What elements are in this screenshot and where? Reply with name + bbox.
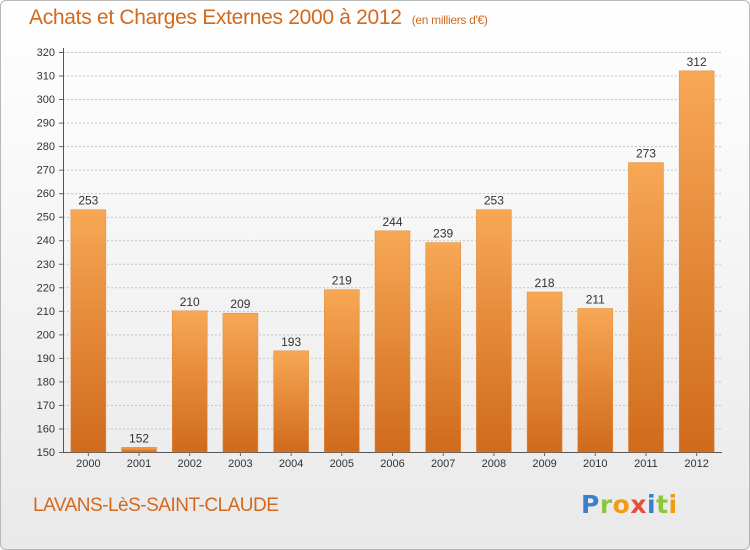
y-tick-label: 240 [37, 235, 55, 247]
x-tick-label-2001: 2001 [127, 458, 151, 470]
y-tick-label: 250 [37, 212, 55, 224]
y-tick-label: 160 [37, 423, 55, 435]
bar-2008 [476, 209, 512, 453]
logo-letter: r [599, 490, 613, 519]
x-tick-label-2006: 2006 [380, 458, 404, 470]
x-tick-label-2011: 2011 [634, 458, 658, 470]
x-tick-label-2000: 2000 [76, 458, 100, 470]
bar-2005 [324, 289, 360, 453]
logo-letter: P [581, 490, 600, 519]
value-label-2010: 211 [586, 292, 605, 306]
logo-letter: x [630, 490, 647, 519]
y-tick-label: 260 [37, 188, 55, 200]
proxiti-logo[interactable]: Proxiti [581, 490, 678, 519]
y-tick-label: 190 [37, 353, 55, 365]
bar-2006 [374, 230, 411, 453]
value-label-2008: 253 [484, 194, 504, 208]
y-tick-label: 210 [37, 306, 55, 318]
chart-title-text: Achats et Charges Externes 2000 à 2012 [29, 6, 402, 29]
y-tick-label: 300 [37, 94, 55, 106]
value-label-2011: 273 [636, 147, 656, 161]
y-tick-label: 220 [37, 282, 55, 294]
logo-letter: o [612, 490, 631, 519]
value-label-2007: 239 [433, 227, 453, 241]
y-tick-label: 150 [37, 447, 55, 459]
value-labels: 253 152 210 209 193 219 244 239 253 218 211 273 312 [78, 55, 707, 445]
bars [70, 70, 715, 453]
bar-2009 [526, 291, 563, 453]
bar-2001 [121, 447, 157, 453]
x-tick-label-2012: 2012 [684, 458, 708, 470]
bar-2000 [70, 209, 107, 453]
chart-unit: (en milliers d'€) [411, 13, 488, 27]
value-label-2012: 312 [687, 55, 707, 69]
commune-name: LAVANS-LèS-SAINT-CLAUDE [33, 495, 279, 516]
logo-letter: i [647, 490, 657, 519]
axes [59, 48, 722, 456]
x-tick-label-2008: 2008 [482, 458, 506, 470]
x-tick-label-2004: 2004 [279, 458, 303, 470]
value-label-2001: 152 [129, 431, 149, 445]
value-label-2003: 209 [230, 297, 250, 311]
bar-2010 [577, 308, 614, 453]
bar-2007 [425, 242, 461, 453]
bar-2003 [222, 312, 259, 453]
value-label-2005: 219 [332, 274, 352, 288]
bar-2004 [273, 350, 309, 453]
logo-letter: i [668, 490, 678, 519]
value-label-2006: 244 [382, 215, 402, 229]
y-tick-label: 170 [37, 400, 55, 412]
y-tick-label: 180 [37, 376, 55, 388]
x-tick-label-2002: 2002 [177, 458, 201, 470]
bar-2002 [171, 310, 208, 453]
y-tick-label: 200 [37, 329, 55, 341]
y-tick-label: 280 [37, 141, 55, 153]
tick-labels: 150 160 170 180 190 200 210 220 230 240 250 260 270 2… [37, 47, 709, 470]
bar-2012 [678, 70, 715, 453]
value-label-2004: 193 [281, 335, 301, 349]
value-label-2000: 253 [78, 194, 98, 208]
logo-letter: t [656, 490, 669, 519]
value-label-2002: 210 [180, 295, 200, 309]
y-tick-label: 290 [37, 118, 55, 130]
value-label-2009: 218 [535, 276, 555, 290]
y-tick-label: 230 [37, 259, 55, 271]
y-tick-label: 320 [37, 47, 55, 59]
x-tick-label-2010: 2010 [583, 458, 607, 470]
chart-title: Achats et Charges Externes 2000 à 2012 (e… [29, 6, 488, 30]
x-tick-label-2003: 2003 [228, 458, 252, 470]
y-tick-label: 310 [37, 71, 55, 83]
x-tick-label-2007: 2007 [431, 458, 455, 470]
y-tick-label: 270 [37, 165, 55, 177]
x-tick-label-2009: 2009 [532, 458, 556, 470]
x-tick-label-2005: 2005 [330, 458, 354, 470]
bar-2011 [628, 162, 664, 453]
